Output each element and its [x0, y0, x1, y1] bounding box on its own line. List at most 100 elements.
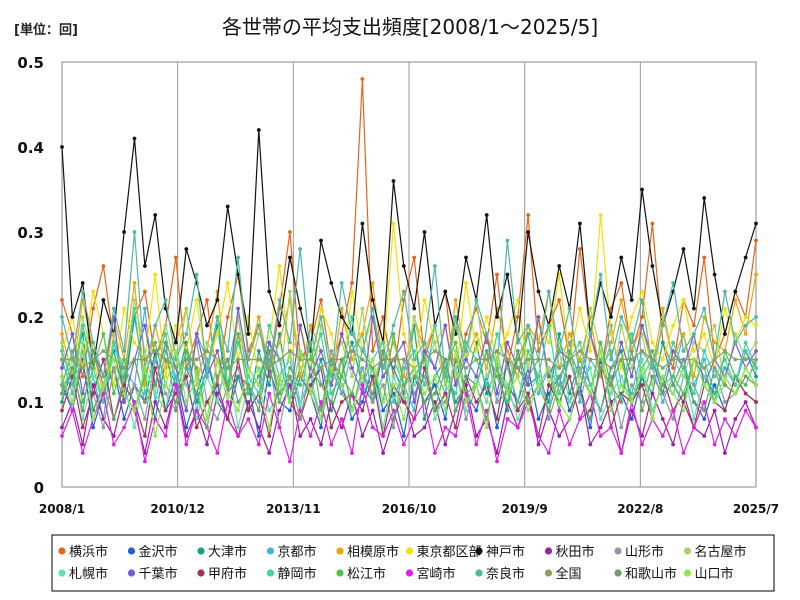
- data-point: [350, 366, 354, 370]
- data-point: [80, 281, 85, 285]
- data-point: [712, 442, 717, 447]
- data-point: [174, 323, 178, 328]
- legend-marker: [614, 547, 622, 555]
- data-point: [702, 306, 707, 311]
- data-point: [267, 434, 272, 438]
- data-point: [660, 383, 665, 387]
- data-point: [743, 332, 748, 336]
- data-point: [381, 340, 385, 345]
- data-point: [681, 332, 686, 336]
- legend-label: 横浜市: [69, 544, 108, 560]
- data-point: [122, 400, 126, 404]
- data-point: [194, 298, 199, 302]
- data-point: [681, 349, 686, 353]
- data-point: [692, 383, 696, 387]
- data-point: [453, 298, 458, 302]
- data-point: [546, 289, 551, 294]
- data-point: [567, 306, 572, 311]
- data-point: [360, 349, 365, 353]
- series-line: [61, 274, 757, 395]
- data-point: [505, 400, 510, 404]
- data-point: [754, 374, 758, 379]
- data-point: [360, 357, 365, 362]
- legend-item: 奈良市: [475, 566, 525, 582]
- data-point: [215, 315, 220, 319]
- data-point: [319, 349, 323, 353]
- data-point: [329, 442, 334, 447]
- data-point: [640, 315, 644, 319]
- series-line: [61, 307, 757, 412]
- data-point: [194, 357, 199, 362]
- data-point: [225, 383, 230, 387]
- data-point: [122, 417, 126, 421]
- data-point: [598, 417, 603, 421]
- data-point: [267, 340, 272, 345]
- data-point: [557, 298, 562, 302]
- data-point: [546, 383, 551, 387]
- data-point: [319, 306, 323, 311]
- data-point: [350, 340, 354, 345]
- data-point: [754, 400, 758, 404]
- data-point: [194, 408, 199, 413]
- data-point: [132, 383, 137, 387]
- data-point: [464, 366, 468, 370]
- data-point: [567, 374, 572, 379]
- data-point: [505, 366, 510, 370]
- data-point: [433, 340, 437, 345]
- data-point: [298, 434, 303, 438]
- data-point: [329, 425, 334, 430]
- data-point: [246, 417, 251, 421]
- data-point: [588, 442, 593, 447]
- data-point: [515, 374, 520, 379]
- data-point: [495, 459, 499, 464]
- data-point: [567, 332, 572, 336]
- data-point: [350, 332, 354, 336]
- data-point: [308, 434, 313, 438]
- y-tick-label: 0.2: [17, 309, 44, 327]
- data-point: [277, 357, 282, 362]
- data-point: [381, 366, 385, 370]
- data-point: [246, 374, 251, 379]
- data-point: [350, 451, 354, 455]
- data-point: [350, 289, 354, 294]
- data-point: [443, 442, 448, 447]
- data-point: [422, 417, 427, 421]
- data-point: [163, 357, 168, 362]
- data-point: [723, 400, 727, 404]
- data-point: [143, 366, 147, 370]
- data-point: [360, 332, 365, 336]
- data-point: [401, 442, 406, 447]
- data-point: [484, 332, 489, 336]
- data-point: [681, 298, 686, 302]
- data-point: [70, 357, 75, 362]
- data-point: [184, 400, 189, 404]
- series-line: [61, 341, 757, 429]
- data-point: [153, 366, 158, 370]
- legend-item: 大津市: [197, 544, 247, 560]
- data-point: [381, 349, 385, 353]
- legend-marker: [475, 569, 483, 577]
- data-point: [754, 366, 758, 370]
- data-point: [474, 442, 479, 447]
- data-point: [640, 187, 644, 192]
- data-point: [692, 374, 696, 379]
- data-point: [370, 374, 375, 379]
- data-point: [350, 374, 354, 379]
- data-point: [702, 366, 707, 370]
- data-point: [184, 306, 189, 311]
- data-point: [733, 298, 738, 302]
- data-point: [101, 298, 106, 302]
- data-point: [339, 306, 344, 311]
- data-point: [267, 451, 272, 455]
- x-tick-label: 2016/10: [382, 502, 436, 516]
- data-point: [80, 323, 85, 328]
- data-point: [588, 306, 593, 311]
- data-point: [671, 408, 675, 413]
- legend-label: 松江市: [347, 566, 386, 582]
- data-point: [319, 417, 323, 421]
- y-tick-label: 0.1: [17, 394, 44, 412]
- data-point: [308, 323, 313, 328]
- data-point: [329, 400, 334, 404]
- data-point: [464, 417, 468, 421]
- data-point: [433, 366, 437, 370]
